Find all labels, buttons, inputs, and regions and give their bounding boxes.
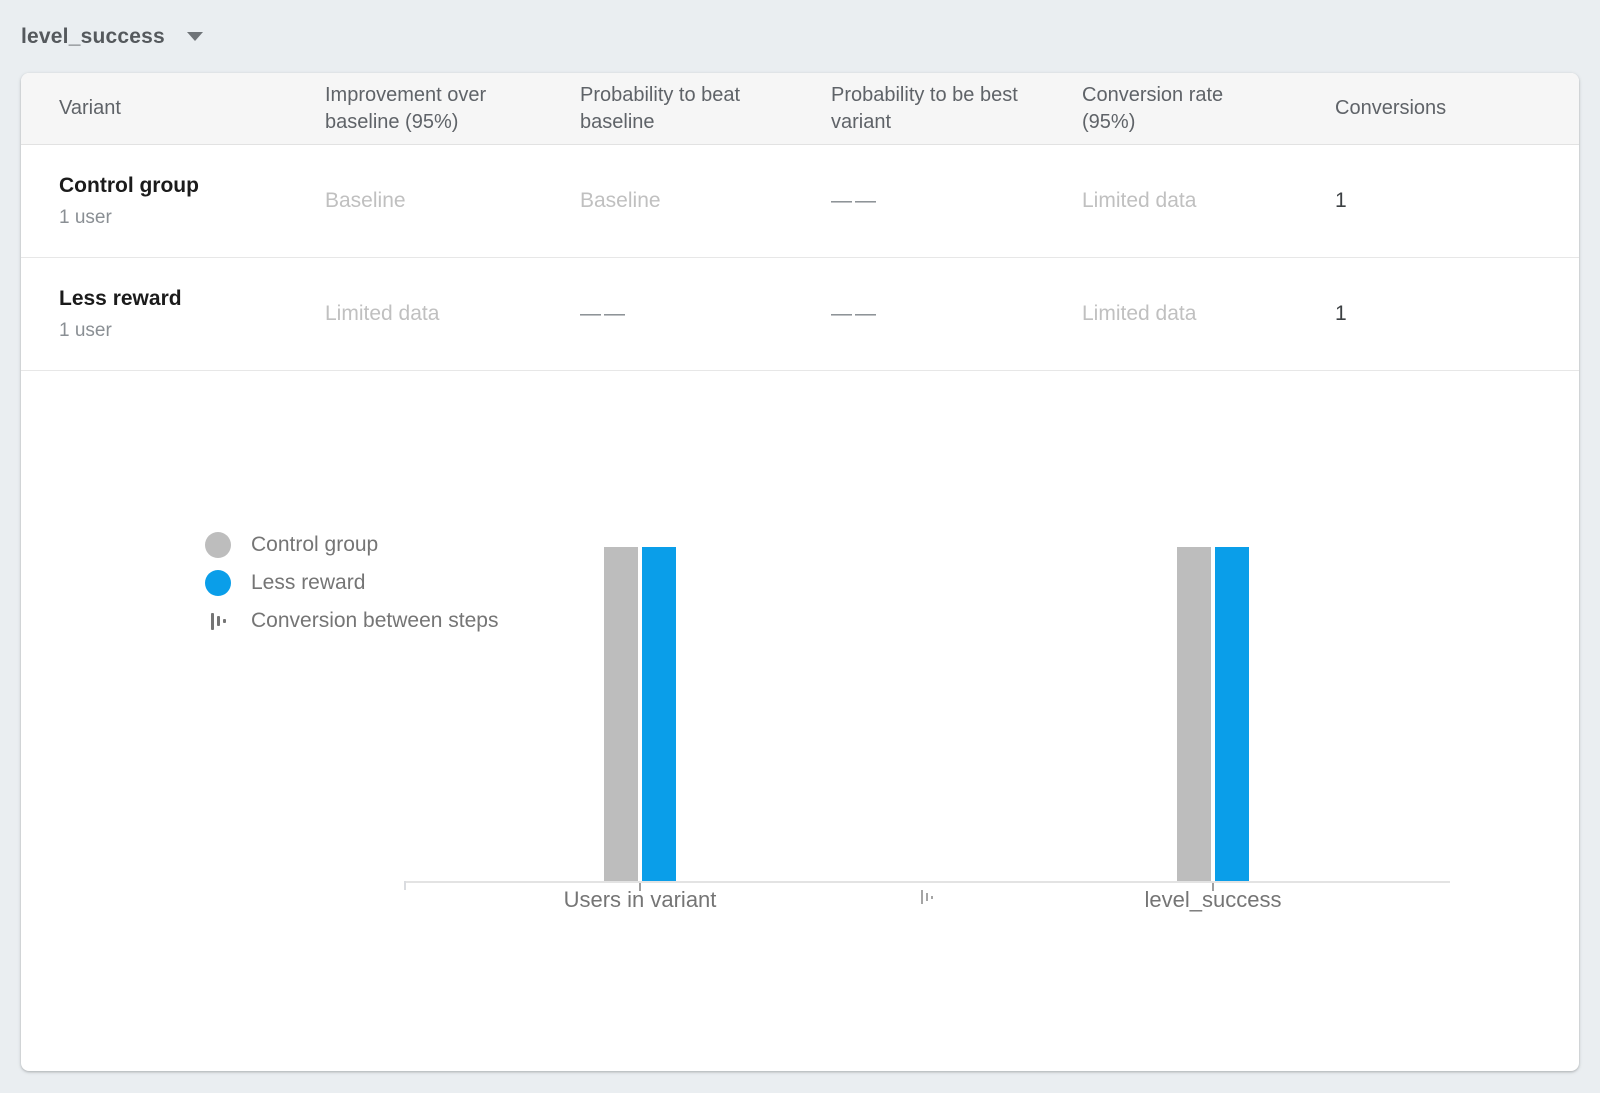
variant-user-count: 1 user [59,319,112,341]
conversion-steps-icon [205,608,231,634]
bar-less-reward [1215,547,1249,881]
prob-best-variant-value: —— [831,302,879,325]
legend-item-control-group: Control group [205,526,498,564]
chevron-down-icon [186,32,203,41]
metric-selector-value: level_success [21,24,165,48]
column-header-conversion-rate: Conversion rate (95%) [1082,83,1224,133]
legend-item-conversion-steps: Conversion between steps [205,602,498,640]
experiment-results-card: Variant Improvement over baseline (95%) … [21,73,1579,1071]
improvement-value: Limited data [325,302,440,325]
legend-item-less-reward: Less reward [205,564,498,602]
conversion-rate-value: Limited data [1082,189,1197,212]
axis-tick [1212,883,1214,891]
prob-beat-baseline-value: —— [580,302,628,325]
metric-selector-bar: level_success [0,0,1600,73]
axis-label-level-success: level_success [1144,887,1282,912]
bar-group-users-in-variant [604,547,676,881]
conversion-bar-chart: Control group Less reward Conversion bet… [21,371,1579,1070]
conversions-value: 1 [1335,189,1347,212]
less-reward-swatch-icon [205,570,231,596]
improvement-value: Baseline [325,189,406,212]
column-header-prob-beat-baseline: Probability to beat baseline [580,83,741,133]
chart-legend: Control group Less reward Conversion bet… [205,526,498,640]
column-header-prob-best-variant: Probability to be best variant [831,83,1018,133]
control-group-swatch-icon [205,532,231,558]
axis-tick [639,883,641,891]
conversions-value: 1 [1335,302,1347,325]
bar-control-group [1177,547,1211,881]
bar-group-level-success [1177,547,1249,881]
x-axis-line [404,881,1450,883]
column-header-variant: Variant [59,97,121,119]
column-header-improvement: Improvement over baseline (95%) [325,83,487,133]
prob-beat-baseline-value: Baseline [580,189,661,212]
bar-control-group [604,547,638,881]
variant-name: Control group [59,173,199,197]
column-header-conversions: Conversions [1335,97,1447,119]
bar-less-reward [642,547,676,881]
table-header-row: Variant Improvement over baseline (95%) … [21,73,1579,145]
axis-label-users-in-variant: Users in variant [563,887,717,912]
conversion-rate-value: Limited data [1082,302,1197,325]
prob-best-variant-value: —— [831,189,879,212]
variant-user-count: 1 user [59,206,112,228]
metric-selector-dropdown[interactable]: level_success [21,25,203,49]
variant-name: Less reward [59,286,182,310]
axis-end-tick [404,881,406,890]
table-row: Less reward 1 user Limited data —— —— Li… [21,258,1579,371]
table-row: Control group 1 user Baseline Baseline —… [21,145,1579,258]
conversion-steps-axis-icon [921,890,933,904]
